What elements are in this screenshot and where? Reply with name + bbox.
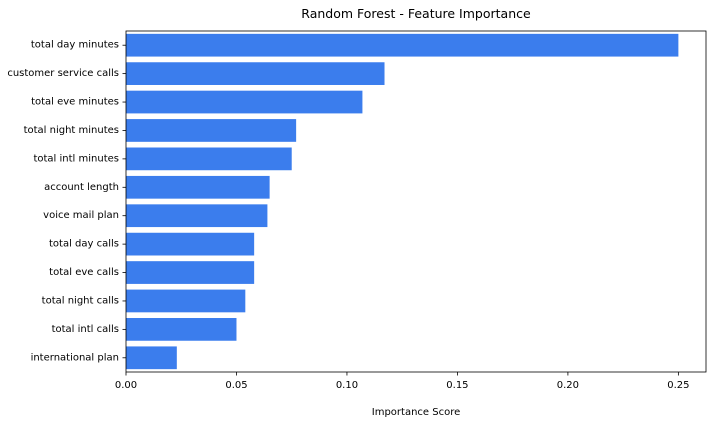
bar-total-eve-minutes (126, 90, 363, 114)
y-tick-label: customer service calls (7, 68, 119, 79)
y-tick-label: account length (44, 182, 119, 193)
y-tick-label: voice mail plan (43, 210, 119, 221)
bars-group (126, 33, 679, 370)
y-tick-label: total intl minutes (33, 153, 119, 164)
x-axis-label: Importance Score (372, 407, 461, 418)
y-tick-label: total day calls (49, 239, 119, 250)
bar-customer-service-calls (126, 62, 385, 85)
y-tick-label: total day minutes (31, 40, 119, 51)
x-tick-label: 0.10 (336, 380, 358, 391)
y-tick-label: total intl calls (52, 324, 119, 335)
bar-total-intl-minutes (126, 147, 292, 171)
y-tick-label: international plan (31, 352, 119, 363)
bar-account-length (126, 175, 270, 199)
y-tick-label: total eve minutes (31, 97, 119, 108)
chart-title: Random Forest - Feature Importance (301, 6, 531, 21)
y-tick-label: total eve calls (49, 267, 119, 278)
x-tick-label: 0.05 (225, 380, 247, 391)
x-tick-label: 0.25 (667, 380, 689, 391)
x-tick-label: 0.00 (115, 380, 137, 391)
y-axis-ticks: total day minutes customer service calls t… (7, 40, 126, 363)
bar-international-plan (126, 346, 177, 370)
bar-total-night-minutes (126, 119, 297, 142)
x-tick-label: 0.20 (557, 380, 579, 391)
bar-total-eve-calls (126, 261, 255, 284)
bar-total-intl-calls (126, 318, 237, 341)
x-axis-ticks: 0.00 0.05 0.10 0.15 0.20 0.25 (115, 372, 690, 391)
bar-total-day-calls (126, 232, 255, 256)
bar-total-night-calls (126, 289, 246, 313)
plot-frame (125, 30, 707, 373)
y-tick-label: total night calls (42, 295, 119, 306)
bar-voice-mail-plan (126, 204, 268, 228)
x-tick-label: 0.15 (446, 380, 468, 391)
y-tick-label: total night minutes (24, 125, 119, 136)
bar-total-day-minutes (126, 33, 679, 57)
